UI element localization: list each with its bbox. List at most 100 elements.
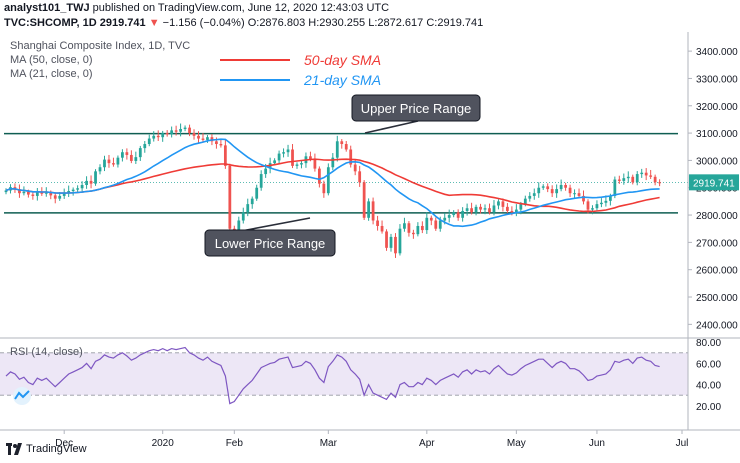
candle-body xyxy=(608,195,612,201)
publish-info: analyst101_TWJ published on TradingView.… xyxy=(4,2,389,14)
callout-box xyxy=(351,94,481,122)
last-price-tag-label: 2919.741 xyxy=(693,178,735,189)
open-label: O: xyxy=(247,17,260,29)
candle xyxy=(291,144,294,169)
candle xyxy=(412,229,415,239)
rsi-tick-label: 80.00 xyxy=(696,338,721,349)
candle-body xyxy=(626,176,630,179)
candle-body xyxy=(264,168,268,175)
sma50-line xyxy=(5,158,660,213)
candle xyxy=(568,184,572,198)
candle-body xyxy=(479,206,482,210)
candle-body xyxy=(291,149,294,166)
candle-body xyxy=(277,153,281,161)
candle xyxy=(635,171,639,186)
candle xyxy=(470,202,473,215)
candle-body xyxy=(326,167,330,194)
time-tick-label: Apr xyxy=(419,438,435,449)
candle-body xyxy=(644,172,648,176)
candle-body xyxy=(103,159,106,168)
candle-body xyxy=(116,157,120,165)
candle xyxy=(340,139,344,149)
price-tick-label: 3200.000 xyxy=(696,102,738,113)
candle-body xyxy=(586,201,590,210)
candle-body xyxy=(470,208,473,213)
tradingview-brand[interactable]: TradingView xyxy=(26,443,87,455)
candle-body xyxy=(44,192,48,194)
candle xyxy=(447,209,451,223)
legend-ma21[interactable]: MA (21, close, 0) xyxy=(10,68,93,80)
candle-body xyxy=(658,182,662,184)
candle-body xyxy=(488,208,491,213)
candle-body xyxy=(18,189,21,194)
candle-body xyxy=(532,193,536,196)
candle-body xyxy=(85,180,88,185)
candle-body xyxy=(152,135,156,139)
candle xyxy=(465,203,469,216)
price-tick-label: 2700.000 xyxy=(696,238,738,249)
candle-body xyxy=(523,198,527,205)
sma-legend-label: 21-day SMA xyxy=(303,72,381,88)
candle-body xyxy=(353,164,357,172)
candle xyxy=(514,204,518,217)
candle-body xyxy=(331,157,335,168)
candle xyxy=(649,169,653,179)
sma21-line xyxy=(5,138,660,228)
publisher-name[interactable]: analyst101_TWJ xyxy=(4,2,90,14)
time-tick-label: May xyxy=(507,438,526,449)
candle xyxy=(456,209,460,221)
candle-body xyxy=(228,165,232,229)
candle-body xyxy=(309,156,312,160)
candle xyxy=(89,175,93,189)
candle-body xyxy=(121,152,124,158)
candle-body xyxy=(76,188,80,190)
candle-body xyxy=(206,137,209,140)
candle xyxy=(76,185,80,192)
candle xyxy=(53,192,57,204)
candle xyxy=(67,185,71,198)
candle xyxy=(326,163,330,196)
candle-body xyxy=(98,167,102,172)
legend-rsi[interactable]: RSI (14, close) xyxy=(10,346,83,358)
candle-body xyxy=(71,189,75,192)
candle-body xyxy=(550,189,554,194)
candle-body xyxy=(416,225,420,235)
candle-body xyxy=(474,206,478,213)
time-tick-label: Mar xyxy=(320,438,338,449)
candle xyxy=(358,165,362,187)
candle-body xyxy=(273,160,276,164)
candle-body xyxy=(232,228,236,231)
candle-body xyxy=(241,212,245,221)
candle xyxy=(385,229,388,251)
high-value: 2930.255 xyxy=(319,17,366,29)
candle-body xyxy=(197,135,200,139)
candle-body xyxy=(600,202,603,205)
candle-body xyxy=(340,141,344,145)
candle-body xyxy=(58,195,62,199)
candle xyxy=(564,182,567,191)
candle xyxy=(573,189,576,198)
candle-body xyxy=(62,193,66,196)
candle xyxy=(452,210,456,218)
candle-body xyxy=(250,198,254,205)
candle-body xyxy=(555,189,559,194)
candle-body xyxy=(161,133,165,138)
legend-title[interactable]: Shanghai Composite Index, 1D, TVC xyxy=(10,40,191,52)
candle xyxy=(259,170,263,191)
candle-body xyxy=(497,201,500,206)
candle xyxy=(143,141,147,153)
callout-box xyxy=(204,229,336,257)
legend-ma50[interactable]: MA (50, close, 0) xyxy=(10,54,93,66)
candle-body xyxy=(317,168,321,184)
candle xyxy=(192,129,196,140)
candle-body xyxy=(376,220,379,226)
candle xyxy=(98,164,102,175)
candle xyxy=(201,133,205,143)
rsi-tick-label: 60.00 xyxy=(696,359,721,370)
time-tick-label: Feb xyxy=(226,438,244,449)
tv-badge-wave-icon xyxy=(14,390,30,400)
rsi-line xyxy=(5,346,660,405)
candle-body xyxy=(138,148,142,158)
candle-body xyxy=(143,144,147,149)
